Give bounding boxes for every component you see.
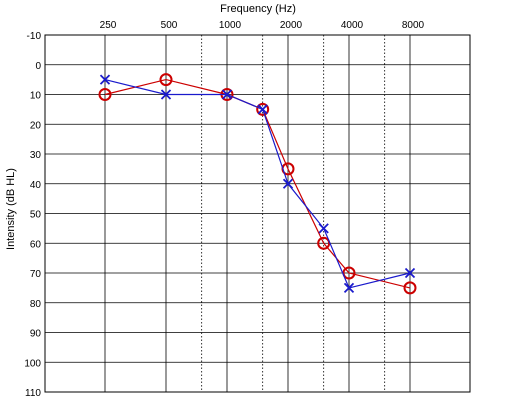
data-point-circle xyxy=(256,102,270,116)
x-marker-stroke xyxy=(221,89,233,100)
x-tick-label: 4000 xyxy=(341,20,364,31)
x-marker-stroke xyxy=(160,89,172,100)
y-tick-label: 40 xyxy=(30,180,42,191)
x-tick-label: 1000 xyxy=(219,20,242,31)
data-point-x xyxy=(404,267,416,279)
x-tick-label: 250 xyxy=(100,20,117,31)
series-layer xyxy=(98,73,417,295)
data-point-x xyxy=(318,223,329,234)
data-point-x xyxy=(160,89,172,100)
data-point-x xyxy=(343,282,355,294)
data-point-x xyxy=(99,74,111,85)
x-marker-stroke xyxy=(282,178,294,189)
x-marker-stroke xyxy=(99,74,111,85)
tick-labels: -10 0 10 20 30 40 50 60 70 80 90 100 110 250 500 1000 20… xyxy=(24,20,424,399)
x-tick-label: 2000 xyxy=(280,20,303,31)
data-point-x xyxy=(282,178,294,189)
data-point-circle xyxy=(317,236,331,250)
x-marker-stroke xyxy=(404,267,416,279)
grid xyxy=(44,34,471,393)
x-marker-stroke xyxy=(257,104,268,115)
y-tick-label: 80 xyxy=(30,299,42,310)
y-tick-label: 90 xyxy=(30,329,42,340)
y-tick-label: 20 xyxy=(30,120,42,131)
data-point-circle xyxy=(98,88,112,101)
y-tick-label: 50 xyxy=(30,210,42,221)
series-line xyxy=(104,78,411,289)
y-tick-label: 10 xyxy=(30,91,42,102)
x-tick-label: 500 xyxy=(161,20,178,31)
data-point-x xyxy=(221,89,233,100)
y-tick-label: 60 xyxy=(30,239,42,250)
x-tick-label: 8000 xyxy=(402,20,425,31)
y-tick-label: 70 xyxy=(30,269,42,280)
data-point-circle xyxy=(342,266,356,280)
data-point-x xyxy=(257,104,268,115)
y-tick-label: 100 xyxy=(24,358,41,369)
y-tick-label: 110 xyxy=(25,388,41,399)
x-marker-stroke xyxy=(343,282,355,294)
data-point-circle xyxy=(159,73,173,87)
series-line xyxy=(104,79,411,289)
y-tick-label: -10 xyxy=(27,31,42,42)
y-axis-title: Intensity (dB HL) xyxy=(5,168,17,250)
x-marker-stroke xyxy=(318,223,329,234)
data-point-circle xyxy=(403,281,417,295)
y-tick-label: 0 xyxy=(35,61,41,72)
y-tick-label: 30 xyxy=(30,150,42,161)
x-axis-title: Frequency (Hz) xyxy=(220,3,296,15)
